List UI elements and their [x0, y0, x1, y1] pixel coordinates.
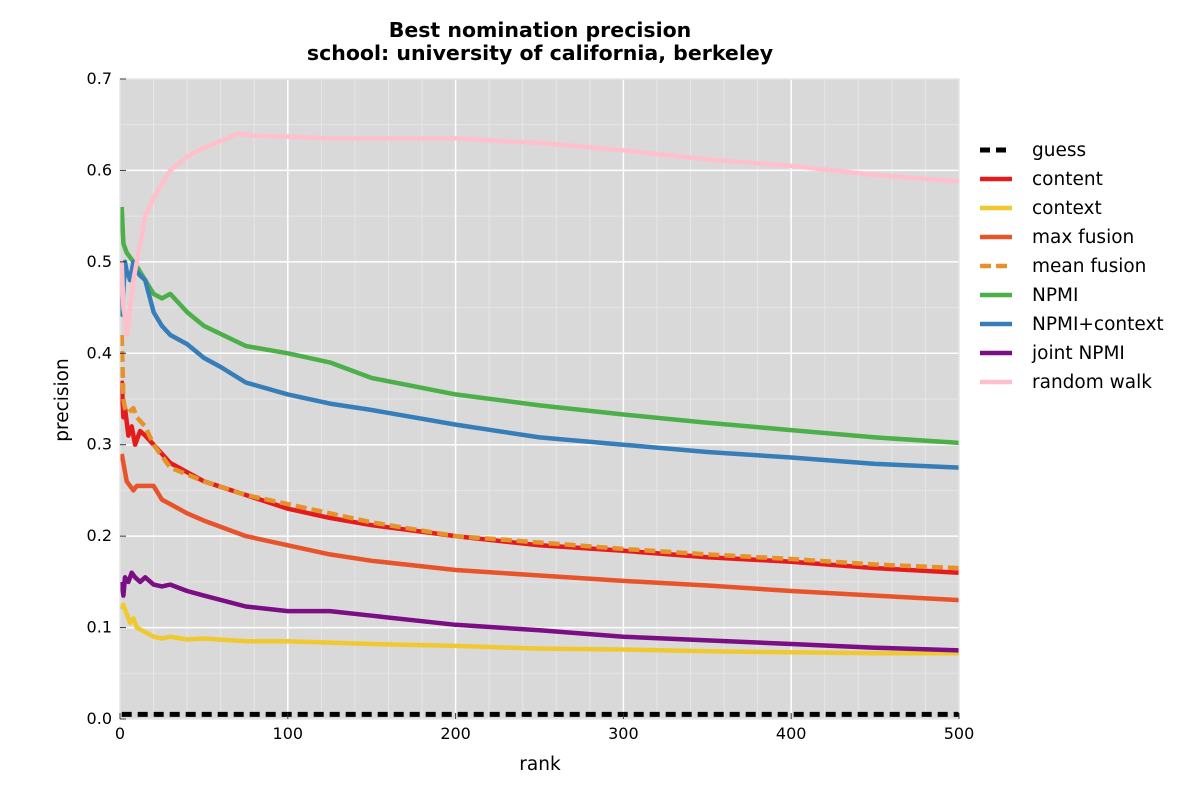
legend: guess content context max fusion mean fusion…	[980, 140, 1164, 393]
series-line-max-fusion	[119, 453, 960, 603]
x-tick-label: 100	[273, 724, 304, 743]
series-line-joint-npmi	[119, 570, 960, 653]
series-line-context	[119, 602, 959, 656]
legend-label-mean-fusion: mean fusion	[1032, 256, 1146, 277]
grid	[119, 78, 960, 720]
series-line-mean-fusion	[119, 334, 960, 571]
series-line-npmi-context	[119, 259, 960, 470]
x-tick-label: 200	[440, 724, 471, 743]
legend-label-max-fusion: max fusion	[1032, 227, 1134, 248]
legend-label-guess: guess	[1032, 140, 1086, 161]
x-tick-label: 400	[776, 724, 807, 743]
x-tick-label: 300	[608, 724, 639, 743]
plot-frame	[119, 78, 960, 720]
legend-label-content: content	[1032, 169, 1103, 190]
legend-label-npmi: NPMI	[1032, 285, 1078, 306]
x-tick-label: 500	[944, 724, 975, 743]
legend-label-context: context	[1032, 198, 1102, 219]
series-line-random-walk	[119, 131, 960, 338]
y-axis-label: precision	[52, 358, 73, 441]
x-tick-label: 0	[115, 724, 125, 743]
y-tick-label: 0.7	[87, 69, 112, 88]
y-tick-label: 0.1	[87, 618, 112, 637]
series-layer	[119, 131, 960, 717]
legend-label-npmi-context: NPMI+context	[1032, 314, 1164, 335]
chart-subtitle: school: university of california, berkel…	[307, 41, 773, 65]
y-tick-label: 0.2	[87, 526, 112, 545]
y-tick-label: 0.5	[87, 252, 112, 271]
x-axis: 0 100 200 300 400 500	[115, 713, 974, 743]
legend-label-random-walk: random walk	[1032, 372, 1152, 393]
y-tick-label: 0.3	[87, 435, 112, 454]
y-tick-label: 0.4	[87, 343, 112, 362]
y-tick-label: 0.6	[87, 160, 112, 179]
y-axis: 0.0 0.1 0.2 0.3 0.4 0.5 0.6 0.7	[87, 69, 126, 728]
legend-label-joint-npmi: joint NPMI	[1031, 343, 1125, 364]
chart-title: Best nomination precision	[389, 18, 692, 42]
y-tick-label: 0.0	[87, 709, 112, 728]
x-axis-label: rank	[519, 754, 561, 775]
